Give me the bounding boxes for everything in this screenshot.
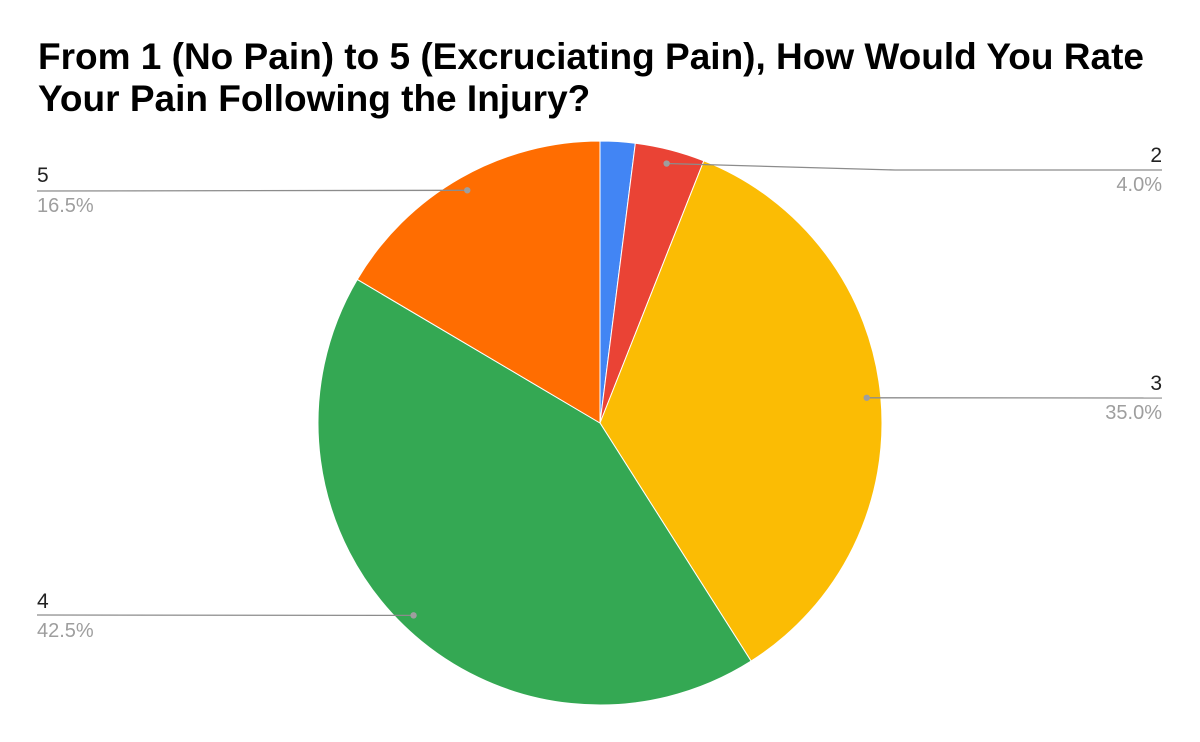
pie-slices	[317, 140, 883, 706]
leader-dot-4	[410, 612, 417, 619]
leader-dot-2	[663, 160, 670, 167]
pie-slice-4	[317, 278, 752, 706]
slice-label-5: 5	[37, 164, 49, 187]
slice-percent-3: 35.0%	[1105, 402, 1162, 424]
leader-dot-5	[464, 187, 471, 194]
slice-labels: 2 4.0% 3 35.0% 4 42.5% 5 16.5%	[36, 144, 1162, 642]
slice-percent-4: 42.5%	[37, 620, 94, 642]
leader-line-2	[666, 162, 1162, 171]
slice-label-4: 4	[37, 590, 49, 613]
leader-dot-3	[863, 394, 870, 401]
slice-label-2: 2	[1150, 144, 1162, 167]
pie-slice-5	[356, 140, 601, 424]
slice-label-3: 3	[1150, 372, 1162, 395]
slice-percent-2: 4.0%	[1116, 174, 1162, 196]
slice-percent-5: 16.5%	[37, 195, 94, 217]
chart-title: From 1 (No Pain) to 5 (Excruciating Pain…	[38, 36, 1144, 119]
leader-line-5	[36, 189, 468, 192]
pie-slice-3	[599, 160, 883, 662]
